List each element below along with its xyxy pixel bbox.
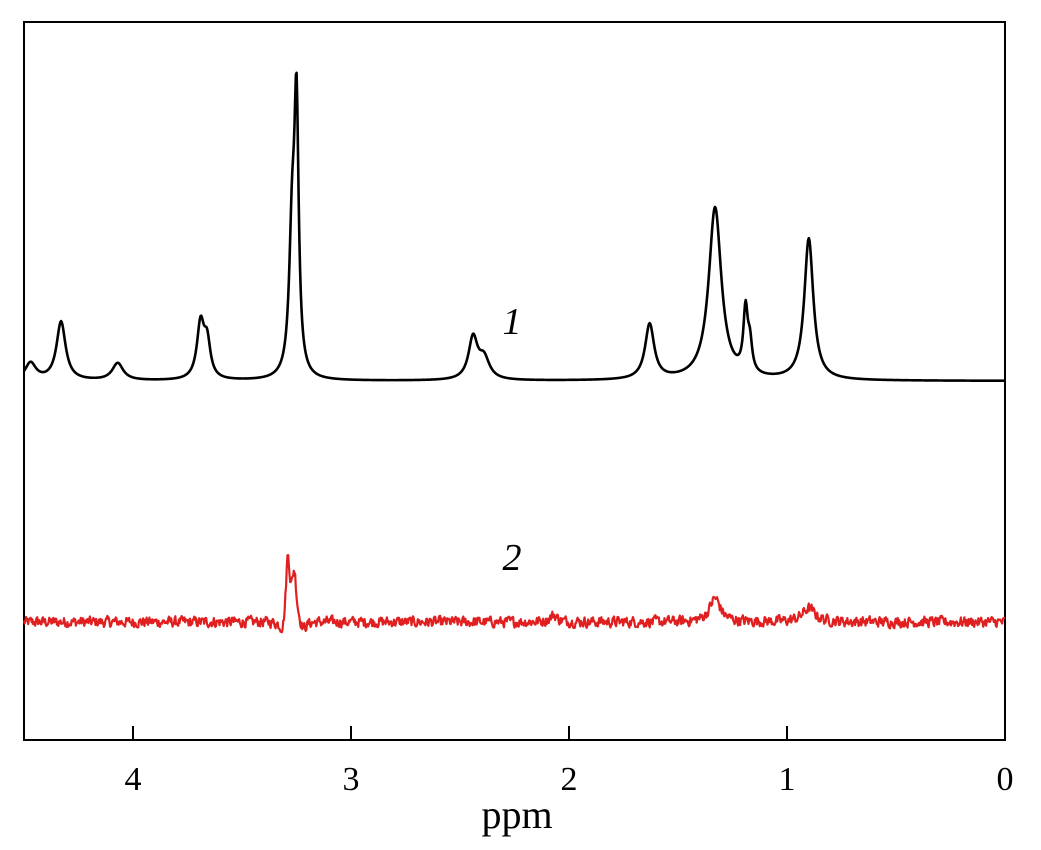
x-tick-label: 4 xyxy=(125,761,142,798)
x-tick-label: 2 xyxy=(561,761,578,798)
spectrum-line-1 xyxy=(22,71,1006,383)
spectra xyxy=(22,71,1006,634)
x-tick-label: 3 xyxy=(343,761,360,798)
x-tick-label: 0 xyxy=(997,761,1014,798)
x-axis-title: ppm xyxy=(481,792,552,837)
plot-frame xyxy=(23,21,1006,741)
x-axis-ticks: 4 3 2 1 0 xyxy=(125,726,1014,798)
x-tick-label: 1 xyxy=(779,761,796,798)
spectrum-line-2 xyxy=(22,554,1006,634)
series-label-1: 1 xyxy=(503,301,522,343)
series-label-2: 2 xyxy=(503,537,522,579)
